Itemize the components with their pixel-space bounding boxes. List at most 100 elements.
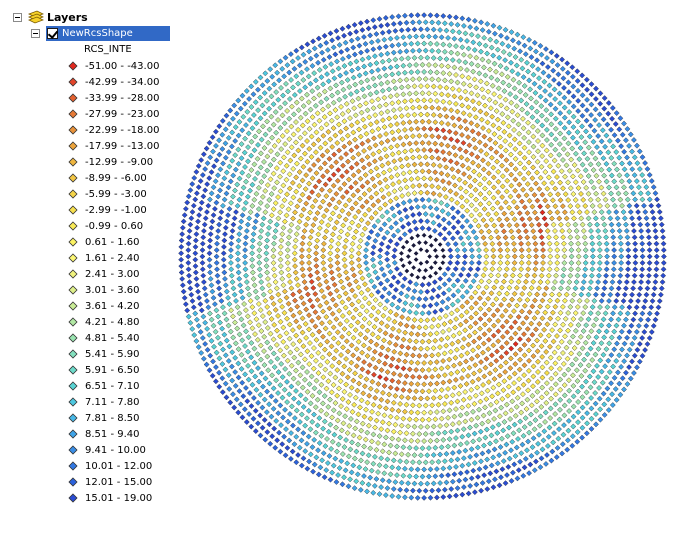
rcs-point <box>329 438 336 445</box>
rcs-point <box>607 215 614 222</box>
rcs-point <box>621 184 627 191</box>
rcs-point <box>269 372 275 379</box>
rcs-point <box>346 367 353 373</box>
rcs-point <box>291 354 298 361</box>
rcs-point <box>272 200 279 206</box>
rcs-point <box>243 385 249 391</box>
rcs-point <box>372 237 379 244</box>
rcs-point <box>185 266 192 273</box>
rcs-point <box>413 140 420 146</box>
rcs-point <box>449 392 456 399</box>
rcs-point <box>364 107 371 114</box>
rcs-point <box>336 410 343 417</box>
rcs-point <box>390 78 397 85</box>
rcs-point <box>591 298 598 304</box>
rcs-point <box>389 71 396 78</box>
rcs-point <box>578 373 585 379</box>
rcs-point <box>603 132 610 139</box>
collapse-icon[interactable] <box>31 28 40 38</box>
rcs-point <box>646 260 653 266</box>
rcs-point <box>468 446 475 453</box>
map-display[interactable] <box>176 10 669 503</box>
rcs-point <box>393 311 400 318</box>
rcs-point <box>432 247 439 254</box>
rcs-point <box>306 458 312 465</box>
rcs-point <box>343 237 349 244</box>
rcs-point <box>213 364 219 371</box>
rcs-point <box>637 190 644 197</box>
rcs-point <box>583 184 590 191</box>
rcs-point <box>207 154 214 161</box>
rcs-point <box>536 84 543 91</box>
rcs-point <box>424 111 431 118</box>
rcs-point <box>324 436 330 442</box>
rcs-point <box>421 495 427 501</box>
rcs-point <box>443 27 450 34</box>
layer-row-newrcsshape[interactable]: NewRcsShape <box>31 25 133 41</box>
rcs-point <box>579 345 586 352</box>
rcs-point <box>589 150 596 156</box>
layers-root-row[interactable]: Layers <box>13 9 88 25</box>
rcs-point <box>265 139 272 146</box>
rcs-point <box>646 234 652 241</box>
rcs-point <box>328 163 335 170</box>
rcs-point <box>323 207 330 214</box>
rcs-point <box>476 247 482 254</box>
rcs-point <box>579 434 585 441</box>
rcs-point <box>534 118 541 125</box>
rcs-point <box>292 209 298 216</box>
rcs-point <box>390 107 397 114</box>
rcs-point <box>257 164 264 171</box>
rcs-point <box>238 190 245 197</box>
rcs-point <box>314 396 321 403</box>
rcs-point <box>310 365 317 372</box>
rcs-point <box>388 174 395 181</box>
rcs-point <box>478 116 485 123</box>
rcs-point <box>561 125 568 131</box>
rcs-point <box>437 112 443 119</box>
rcs-point <box>558 168 565 175</box>
rcs-point <box>603 272 609 279</box>
rcs-point <box>252 428 259 434</box>
layer-visibility-checkbox[interactable] <box>47 27 58 39</box>
rcs-point <box>346 225 353 232</box>
rcs-point <box>588 178 595 185</box>
rcs-point <box>582 203 589 209</box>
rcs-point <box>403 105 410 112</box>
rcs-point <box>579 221 586 228</box>
rcs-point <box>418 111 424 118</box>
rcs-point <box>270 350 277 357</box>
rcs-point <box>311 121 318 128</box>
rcs-point <box>509 398 516 405</box>
rcs-point <box>281 197 288 204</box>
rcs-point <box>477 191 484 197</box>
rcs-point <box>482 102 488 109</box>
rcs-point <box>264 325 271 331</box>
rcs-point <box>456 116 462 123</box>
rcs-point <box>512 361 519 367</box>
rcs-point <box>446 464 453 471</box>
rcs-point <box>545 174 552 181</box>
rcs-point <box>508 29 515 36</box>
rcs-point <box>480 382 486 388</box>
rcs-point <box>416 211 423 217</box>
rcs-point <box>620 209 627 215</box>
rcs-point <box>623 285 629 292</box>
rcs-point <box>521 285 528 291</box>
collapse-icon[interactable] <box>13 12 22 22</box>
rcs-point <box>400 200 407 206</box>
rcs-point <box>386 478 392 485</box>
rcs-point <box>630 285 636 292</box>
rcs-point <box>448 457 455 464</box>
rcs-point <box>271 272 278 279</box>
rcs-point <box>633 178 640 185</box>
rcs-point <box>236 196 243 203</box>
rcs-point <box>566 228 573 234</box>
legend-item: 2.41 - 3.00 <box>68 266 140 282</box>
rcs-point <box>312 309 319 316</box>
rcs-point <box>605 110 612 117</box>
rcs-point <box>395 13 402 20</box>
rcs-point <box>299 177 306 184</box>
rcs-point <box>414 381 421 388</box>
layer-name[interactable]: NewRcsShape <box>62 27 133 39</box>
